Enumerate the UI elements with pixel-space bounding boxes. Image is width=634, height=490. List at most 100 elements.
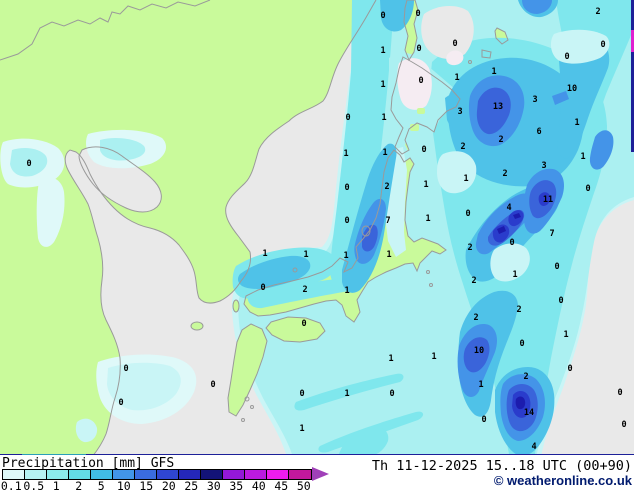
precip-value: 10 (474, 346, 484, 356)
precip-value: 1 (431, 352, 436, 362)
precip-value: 11 (543, 195, 553, 205)
country-border (0, 0, 211, 61)
legend-tick-label: 15 (139, 479, 154, 490)
precip-value: 0 (118, 398, 123, 408)
precip-value: 0 (421, 145, 426, 155)
legend-color-cell (91, 470, 113, 479)
precip-value: 0 (554, 262, 559, 272)
precip-value: 4 (531, 442, 536, 452)
precip-value: 2 (516, 305, 521, 315)
legend-tick-label: 2 (75, 479, 83, 490)
precip-value: 13 (493, 102, 503, 112)
precip-value: 1 (382, 148, 387, 158)
precip-value: 1 (344, 286, 349, 296)
precip-value: 1 (381, 113, 386, 123)
legend-color-cell (25, 470, 47, 479)
precip-value: 0 (465, 209, 470, 219)
precip-value: 0 (26, 159, 31, 169)
precip-value: 7 (549, 229, 554, 239)
legend-tick-label: 35 (229, 479, 244, 490)
precip-value: 2 (471, 276, 476, 286)
precip-value: 0 (344, 216, 349, 226)
legend-tick-labels: 0.1 0.5 1 2 5 10 15 20 25 30 35 40 45 50 (0, 479, 330, 490)
legend-title: Precipitation [mm] GFS (2, 456, 175, 471)
legend-color-cell (157, 470, 179, 479)
precip-value: 1 (262, 249, 267, 259)
precip-value: 14 (524, 408, 534, 418)
precip-value: 0 (509, 238, 514, 248)
precip-value: 0 (585, 184, 590, 194)
precip-value: 0 (260, 283, 265, 293)
legend-color-cell (179, 470, 201, 479)
precip-value: 0 (344, 183, 349, 193)
precip-value: 1 (343, 251, 348, 261)
mainland-asia (0, 0, 376, 457)
precip-value: 0 (299, 389, 304, 399)
legend-tick-label: 0.5 (23, 479, 45, 490)
precip-value: 2 (502, 169, 507, 179)
legend-tick-label: 25 (184, 479, 199, 490)
precip-value: 0 (210, 380, 215, 390)
legend-tick-label: 0.1 (0, 479, 22, 490)
precip-value: 0 (519, 339, 524, 349)
precip-value: 0 (621, 420, 626, 430)
precip-value: 0 (600, 40, 605, 50)
precip-value: 1 (388, 354, 393, 364)
precip-value: 7 (385, 216, 390, 226)
precip-detail-layer (0, 0, 634, 457)
legend-color-bar (2, 469, 312, 480)
precipitation-map: 0 0 2 1 0 0 0 0 1 1 0 1 10 3 13 3 0 1 1 6 2 2 0 1 1 1 0 3 2 1 0 2 1 0 11 4 0… (0, 0, 634, 457)
legend-color-cell (289, 470, 311, 479)
precip-value: 0 (558, 296, 563, 306)
precip-value: 1 (491, 67, 496, 77)
precip-value: 1 (299, 424, 304, 434)
precip-value: 0 (123, 364, 128, 374)
precip-value: 2 (498, 135, 503, 145)
coastline-layer (0, 0, 509, 457)
legend-color-cell (245, 470, 267, 479)
kyushu-island (228, 324, 267, 416)
jeju-island (191, 322, 203, 330)
legend-tick-label: 30 (206, 479, 221, 490)
precip-value: 0 (380, 11, 385, 21)
precip-value: 1 (344, 389, 349, 399)
precip-value: 1 (580, 152, 585, 162)
footer-bar: Precipitation [mm] GFS 0.1 0.5 1 2 5 10 15 20 25… (0, 455, 634, 490)
legend-color-cell (47, 470, 69, 479)
legend-color-cell (223, 470, 245, 479)
precip-value: 0 (564, 52, 569, 62)
precip-value: 1 (574, 118, 579, 128)
precip-value: 1 (454, 73, 459, 83)
legend-tick-label: 20 (161, 479, 176, 490)
precip-value: 3 (532, 95, 537, 105)
legend-tick-label: 50 (296, 479, 311, 490)
legend-color-cell (69, 470, 91, 479)
copyright-text: © weatheronline.co.uk (493, 473, 632, 488)
precip-value: 0 (416, 44, 421, 54)
precip-value: 2 (467, 243, 472, 253)
legend-color-cell (113, 470, 135, 479)
precip-value: 2 (473, 313, 478, 323)
precip-value: 0 (301, 319, 306, 329)
precip-value: 0 (481, 415, 486, 425)
precip-value: 0 (389, 389, 394, 399)
precip-value: 0 (452, 39, 457, 49)
precip-value: 0 (567, 364, 572, 374)
precip-value: 0 (415, 9, 420, 19)
legend-tick-label: 10 (116, 479, 131, 490)
precip-value: 1 (512, 270, 517, 280)
precip-value: 0 (418, 76, 423, 86)
precip-value: 0 (345, 113, 350, 123)
precip-value: 1 (303, 250, 308, 260)
legend-color-cell (135, 470, 157, 479)
precip-value: 3 (541, 161, 546, 171)
precip-value: 3 (457, 107, 462, 117)
shikoku-island (266, 317, 325, 342)
legend-color-cell (3, 470, 25, 479)
precip-value: 6 (536, 127, 541, 137)
legend-tick-label: 1 (52, 479, 60, 490)
precip-value: 2 (595, 7, 600, 17)
